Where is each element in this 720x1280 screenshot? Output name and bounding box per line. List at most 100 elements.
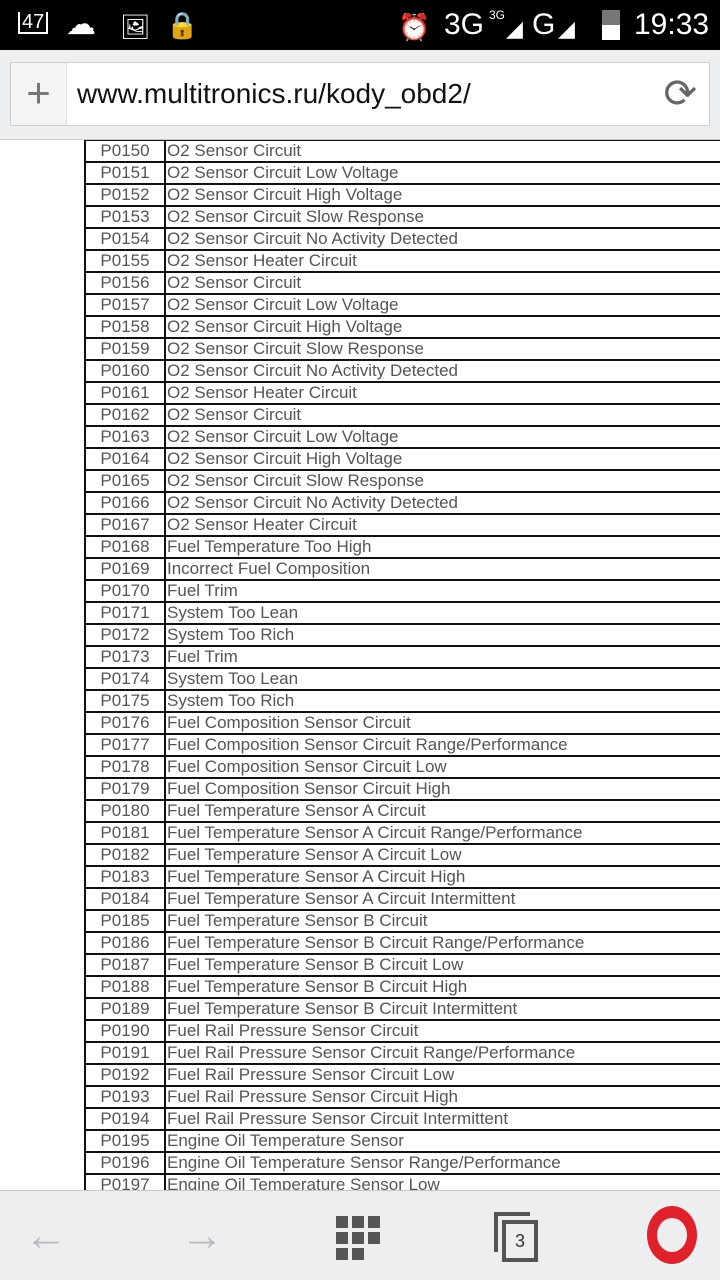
description-cell: Fuel Temperature Sensor A Circuit Range/…	[164, 821, 720, 845]
back-arrow-icon[interactable]: ←	[24, 1211, 68, 1260]
code-cell: P0171	[84, 601, 166, 625]
tabs-button[interactable]: 3	[494, 1206, 540, 1266]
code-cell: P0165	[84, 469, 166, 493]
table-row: P0153 O2 Sensor Circuit Slow Response	[84, 205, 720, 229]
code-cell: P0167	[84, 513, 166, 537]
description-cell: Fuel Composition Sensor Circuit Range/Pe…	[164, 733, 720, 757]
description-cell: O2 Sensor Heater Circuit	[164, 381, 720, 405]
code-cell: P0190	[84, 1019, 166, 1043]
table-row: P0190 Fuel Rail Pressure Sensor Circuit	[84, 1019, 720, 1043]
signal-icon-2: ◢	[558, 16, 575, 41]
speed-dial-grid-icon[interactable]	[336, 1206, 382, 1266]
description-cell: Fuel Rail Pressure Sensor Circuit Range/…	[164, 1041, 720, 1065]
code-cell: P0173	[84, 645, 166, 669]
description-cell: O2 Sensor Circuit	[164, 271, 720, 295]
description-cell: Fuel Temperature Sensor A Circuit Low	[164, 843, 720, 867]
code-cell: P0177	[84, 733, 166, 757]
description-cell: Fuel Rail Pressure Sensor Circuit	[164, 1019, 720, 1043]
table-row: P0162 O2 Sensor Circuit	[84, 403, 720, 427]
code-cell: P0158	[84, 315, 166, 339]
description-cell: O2 Sensor Circuit High Voltage	[164, 315, 720, 339]
battery-icon	[602, 10, 620, 40]
reload-icon[interactable]: ⟳	[663, 72, 697, 116]
table-row: P0179 Fuel Composition Sensor Circuit Hig…	[84, 777, 720, 801]
table-row: P0170 Fuel Trim	[84, 579, 720, 603]
code-cell: P0151	[84, 161, 166, 185]
code-cell: P0180	[84, 799, 166, 823]
table-row: P0185 Fuel Temperature Sensor B Circuit	[84, 909, 720, 933]
description-cell: Fuel Temperature Sensor B Circuit Low	[164, 953, 720, 977]
notification-count-icon: 47	[18, 12, 49, 34]
opera-menu-icon[interactable]	[642, 1206, 702, 1266]
clock: 19:33	[634, 8, 710, 41]
table-row: P0164 O2 Sensor Circuit High Voltage	[84, 447, 720, 471]
table-row: P0154 O2 Sensor Circuit No Activity Detec…	[84, 227, 720, 251]
forward-arrow-icon[interactable]: →	[180, 1211, 224, 1260]
alarm-icon: ⏰	[398, 12, 431, 42]
code-cell: P0170	[84, 579, 166, 603]
address-bar: + www.multitronics.ru/kody_obd2/ ⟳	[0, 50, 720, 140]
table-row: P0182 Fuel Temperature Sensor A Circuit L…	[84, 843, 720, 867]
code-cell: P0197	[84, 1173, 166, 1190]
code-cell: P0181	[84, 821, 166, 845]
code-cell: P0178	[84, 755, 166, 779]
code-cell: P0166	[84, 491, 166, 515]
table-row: P0163 O2 Sensor Circuit Low Voltage	[84, 425, 720, 449]
code-cell: P0153	[84, 205, 166, 229]
description-cell: Engine Oil Temperature Sensor Low	[164, 1173, 720, 1190]
table-row: P0197 Engine Oil Temperature Sensor Low	[84, 1173, 720, 1190]
code-cell: P0161	[84, 381, 166, 405]
table-row: P0173 Fuel Trim	[84, 645, 720, 669]
table-row: P0159 O2 Sensor Circuit Slow Response	[84, 337, 720, 361]
code-cell: P0154	[84, 227, 166, 251]
description-cell: O2 Sensor Circuit High Voltage	[164, 183, 720, 207]
table-row: P0189 Fuel Temperature Sensor B Circuit I…	[84, 997, 720, 1021]
table-row: P0172 System Too Rich	[84, 623, 720, 647]
tabs-count: 3	[502, 1220, 538, 1262]
code-cell: P0152	[84, 183, 166, 207]
code-cell: P0160	[84, 359, 166, 383]
table-row: P0165 O2 Sensor Circuit Slow Response	[84, 469, 720, 493]
add-icon[interactable]: +	[11, 63, 67, 125]
table-row: P0180 Fuel Temperature Sensor A Circuit	[84, 799, 720, 823]
network-type-2: G	[532, 8, 556, 41]
code-cell: P0155	[84, 249, 166, 273]
code-cell: P0192	[84, 1063, 166, 1087]
url-text[interactable]: www.multitronics.ru/kody_obd2/	[77, 78, 471, 109]
table-row: P0181 Fuel Temperature Sensor A Circuit R…	[84, 821, 720, 845]
description-cell: O2 Sensor Circuit High Voltage	[164, 447, 720, 471]
description-cell: Fuel Temperature Sensor A Circuit Interm…	[164, 887, 720, 911]
table-row: P0167 O2 Sensor Heater Circuit	[84, 513, 720, 537]
table-row: P0196 Engine Oil Temperature Sensor Range…	[84, 1151, 720, 1175]
description-cell: O2 Sensor Circuit Low Voltage	[164, 425, 720, 449]
code-cell: P0172	[84, 623, 166, 647]
code-cell: P0196	[84, 1151, 166, 1175]
description-cell: O2 Sensor Circuit No Activity Detected	[164, 491, 720, 515]
code-cell: P0191	[84, 1041, 166, 1065]
description-cell: Fuel Temperature Sensor B Circuit Range/…	[164, 931, 720, 955]
page-content: P0150 O2 Sensor Circuit P0151 O2 Sensor Cir…	[0, 140, 720, 1190]
url-field[interactable]: + www.multitronics.ru/kody_obd2/ ⟳	[10, 62, 710, 126]
table-row: P0183 Fuel Temperature Sensor A Circuit H…	[84, 865, 720, 889]
network-type: 3G	[444, 8, 485, 41]
status-bar: 47 ☁ 🖼 🔒 ⏰ 3G 3G ◢ G ◢ 19:33	[0, 0, 720, 50]
code-cell: P0187	[84, 953, 166, 977]
code-cell: P0168	[84, 535, 166, 559]
description-cell: Fuel Temperature Too High	[164, 535, 720, 559]
code-cell: P0193	[84, 1085, 166, 1109]
code-cell: P0169	[84, 557, 166, 581]
description-cell: O2 Sensor Circuit No Activity Detected	[164, 359, 720, 383]
table-row: P0175 System Too Rich	[84, 689, 720, 713]
description-cell: Fuel Rail Pressure Sensor Circuit Interm…	[164, 1107, 720, 1131]
table-row: P0157 O2 Sensor Circuit Low Voltage	[84, 293, 720, 317]
table-row: P0187 Fuel Temperature Sensor B Circuit L…	[84, 953, 720, 977]
table-row: P0177 Fuel Composition Sensor Circuit Ran…	[84, 733, 720, 757]
table-row: P0188 Fuel Temperature Sensor B Circuit H…	[84, 975, 720, 999]
description-cell: O2 Sensor Circuit Low Voltage	[164, 293, 720, 317]
code-cell: P0184	[84, 887, 166, 911]
description-cell: O2 Sensor Circuit No Activity Detected	[164, 227, 720, 251]
description-cell: Engine Oil Temperature Sensor	[164, 1129, 720, 1153]
network-type-sup: 3G	[489, 8, 506, 22]
description-cell: O2 Sensor Circuit Low Voltage	[164, 161, 720, 185]
table-row: P0158 O2 Sensor Circuit High Voltage	[84, 315, 720, 339]
